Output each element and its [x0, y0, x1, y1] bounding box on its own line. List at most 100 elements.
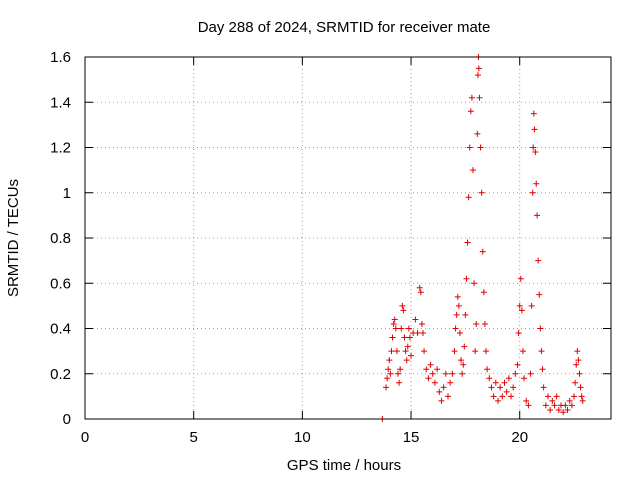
x-tick-label: 0: [81, 429, 89, 446]
data-point: [429, 370, 436, 377]
data-point: [578, 393, 585, 400]
y-tick-label: 1.2: [50, 140, 71, 157]
x-tick-label: 5: [190, 429, 198, 446]
data-point: [536, 291, 543, 298]
data-point: [480, 289, 487, 296]
data-point: [464, 239, 471, 246]
data-point: [488, 384, 495, 391]
data-point: [383, 384, 390, 391]
data-point: [436, 388, 443, 395]
data-point: [402, 348, 409, 355]
plot-frame: [84, 56, 612, 420]
data-point: [494, 397, 501, 404]
data-point: [417, 289, 424, 296]
data-point: [466, 144, 473, 151]
data-point: [484, 366, 491, 373]
data-point: [517, 275, 524, 282]
data-point: [531, 126, 538, 133]
data-point: [385, 366, 392, 373]
data-point: [577, 384, 584, 391]
data-point: [461, 343, 468, 350]
data-point: [421, 348, 428, 355]
data-point: [477, 144, 484, 151]
data-point: [514, 361, 521, 368]
data-point: [532, 149, 539, 156]
data-point: [418, 320, 425, 327]
x-tick-label: 20: [511, 429, 528, 446]
data-point: [535, 257, 542, 264]
data-point: [475, 65, 482, 72]
data-point: [427, 361, 434, 368]
data-point: [387, 370, 394, 377]
data-point: [551, 402, 558, 409]
data-point: [505, 375, 512, 382]
data-point: [468, 94, 475, 101]
data-point: [476, 94, 483, 101]
data-point: [473, 320, 480, 327]
data-point: [521, 375, 528, 382]
data-point: [463, 275, 470, 282]
data-point: [419, 330, 426, 337]
chart-title: Day 288 of 2024, SRMTID for receiver mat…: [198, 19, 491, 36]
data-point: [516, 302, 523, 309]
data-point: [456, 330, 463, 337]
data-point: [449, 370, 456, 377]
data-point: [471, 280, 478, 287]
y-axis-label: SRMTID / TECUs: [5, 179, 22, 297]
data-point: [389, 334, 396, 341]
data-point: [562, 402, 569, 409]
data-point: [571, 393, 578, 400]
data-point: [530, 144, 537, 151]
data-point: [460, 361, 467, 368]
data-point: [398, 325, 405, 332]
data-point: [453, 311, 460, 318]
data-point: [405, 325, 412, 332]
data-point: [576, 370, 583, 377]
data-point: [575, 357, 582, 364]
data-point: [454, 293, 461, 300]
data-point: [467, 108, 474, 115]
data-point: [404, 343, 411, 350]
data-point: [547, 406, 554, 413]
data-point: [525, 402, 532, 409]
data-point: [442, 370, 449, 377]
data-point: [553, 393, 560, 400]
data-point: [527, 370, 534, 377]
data-point: [388, 348, 395, 355]
data-point: [399, 302, 406, 309]
data-point: [483, 348, 490, 355]
data-point: [481, 320, 488, 327]
data-point: [423, 366, 430, 373]
data-point: [462, 311, 469, 318]
data-point: [529, 189, 536, 196]
data-point: [534, 212, 541, 219]
data-point: [499, 393, 506, 400]
y-tick-label: 0.6: [50, 275, 71, 292]
data-point: [474, 130, 481, 137]
data-point: [530, 110, 537, 117]
data-point: [458, 357, 465, 364]
data-points: [379, 54, 586, 422]
data-point: [392, 325, 399, 332]
data-point: [425, 375, 432, 382]
data-point: [386, 357, 393, 364]
data-point: [408, 352, 415, 359]
x-tick-label: 10: [294, 429, 311, 446]
data-point: [539, 366, 546, 373]
data-point: [573, 361, 580, 368]
data-point: [572, 379, 579, 386]
data-point: [508, 393, 515, 400]
y-tick-label: 0.8: [50, 230, 71, 247]
data-point: [568, 402, 575, 409]
y-tick-label: 0.2: [50, 366, 71, 383]
data-point: [438, 397, 445, 404]
data-point: [566, 397, 573, 404]
data-point: [452, 325, 459, 332]
data-point: [512, 370, 519, 377]
data-point: [501, 379, 508, 386]
y-tick-label: 1: [63, 185, 71, 202]
data-point: [394, 370, 401, 377]
data-point: [414, 330, 421, 337]
data-point: [465, 194, 472, 201]
data-point: [391, 316, 398, 323]
